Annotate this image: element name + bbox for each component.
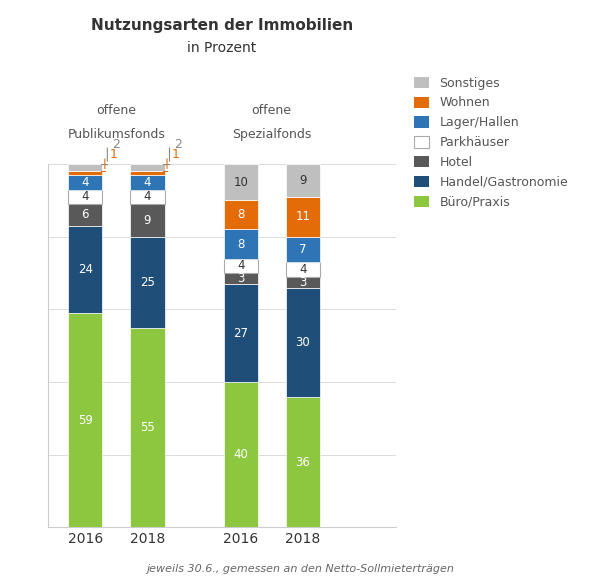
Text: 8: 8 <box>237 209 244 222</box>
Text: in Prozent: in Prozent <box>187 41 257 55</box>
Bar <box>286 164 320 197</box>
Text: 4: 4 <box>143 176 151 189</box>
Bar <box>286 397 320 527</box>
Text: offene: offene <box>97 104 136 117</box>
Bar <box>68 189 103 204</box>
Text: Nutzungsarten der Immobilien: Nutzungsarten der Immobilien <box>91 18 353 33</box>
Text: 4: 4 <box>299 263 307 276</box>
Text: 24: 24 <box>78 263 93 276</box>
Text: 9: 9 <box>143 214 151 227</box>
Text: 6: 6 <box>82 209 89 222</box>
Text: 4: 4 <box>82 190 89 203</box>
Text: Spezialfonds: Spezialfonds <box>232 128 311 141</box>
Bar <box>224 258 258 273</box>
Bar <box>68 171 103 175</box>
Text: 2: 2 <box>112 138 120 151</box>
Bar <box>224 230 258 258</box>
Bar <box>68 164 103 171</box>
Text: 4: 4 <box>82 176 89 189</box>
Text: 9: 9 <box>299 174 307 187</box>
Bar <box>68 313 103 527</box>
Text: offene: offene <box>252 104 292 117</box>
Legend: Sonstiges, Wohnen, Lager/Hallen, Parkhäuser, Hotel, Handel/Gastronomie, Büro/Pra: Sonstiges, Wohnen, Lager/Hallen, Parkhäu… <box>414 77 568 209</box>
Text: 10: 10 <box>233 176 248 189</box>
Bar <box>68 175 103 189</box>
Bar <box>224 273 258 284</box>
Text: 4: 4 <box>237 260 244 272</box>
Bar <box>130 328 164 527</box>
Bar <box>130 175 164 189</box>
Text: 59: 59 <box>78 414 93 427</box>
Bar <box>130 164 164 171</box>
Text: 4: 4 <box>143 190 151 203</box>
Bar <box>68 226 103 313</box>
Text: jeweils 30.6., gemessen an den Netto-Sollmieterträgen: jeweils 30.6., gemessen an den Netto-Sol… <box>146 564 454 574</box>
Bar <box>130 171 164 175</box>
Bar <box>286 197 320 237</box>
Text: 2: 2 <box>175 138 182 151</box>
Bar <box>130 204 164 237</box>
Text: Publikumsfonds: Publikumsfonds <box>67 128 165 141</box>
Bar <box>130 189 164 204</box>
Bar <box>286 277 320 288</box>
Bar <box>286 262 320 277</box>
Text: 8: 8 <box>237 237 244 250</box>
Text: 3: 3 <box>237 272 244 285</box>
Text: 55: 55 <box>140 421 155 434</box>
Text: 40: 40 <box>233 448 248 461</box>
Text: 30: 30 <box>295 336 310 349</box>
Bar <box>224 382 258 527</box>
Bar <box>286 237 320 262</box>
Bar <box>68 204 103 226</box>
Text: 27: 27 <box>233 326 248 339</box>
Bar <box>224 164 258 200</box>
Bar <box>224 284 258 382</box>
Bar <box>286 288 320 397</box>
Text: 1: 1 <box>110 148 118 162</box>
Text: 1: 1 <box>172 148 180 162</box>
Text: 36: 36 <box>295 455 310 468</box>
Text: 25: 25 <box>140 275 155 289</box>
Text: 7: 7 <box>299 243 307 256</box>
Text: 3: 3 <box>299 275 307 289</box>
Text: 11: 11 <box>295 210 310 223</box>
Bar <box>130 237 164 328</box>
Bar <box>224 200 258 230</box>
